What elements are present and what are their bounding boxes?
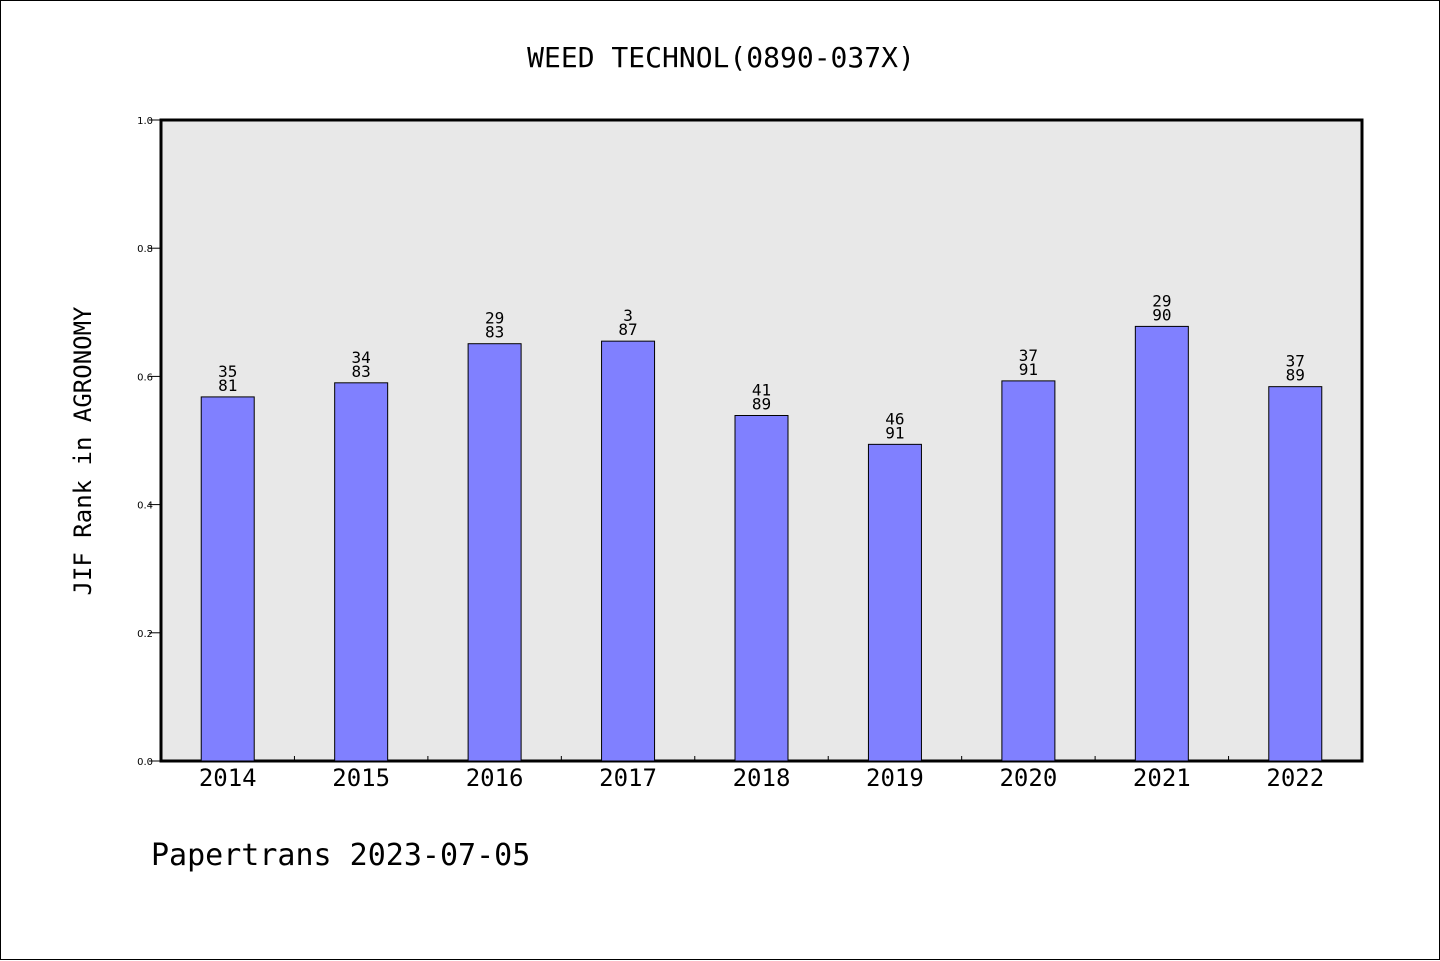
bar-data-label: 89 xyxy=(752,395,771,414)
y-tick-label: 1.0 xyxy=(137,116,153,127)
x-tick-label: 2019 xyxy=(866,764,924,792)
bar xyxy=(867,443,922,762)
bar-data-label: 91 xyxy=(885,423,904,442)
bar xyxy=(1268,386,1323,762)
x-tick-label: 2016 xyxy=(466,764,524,792)
x-tick-label: 2017 xyxy=(599,764,657,792)
y-tick-label: 0.4 xyxy=(137,501,153,512)
bar-data-label: 3 xyxy=(623,306,633,325)
bar-data-label: 83 xyxy=(352,362,371,381)
y-tick-label: 0.6 xyxy=(137,372,153,383)
x-axis: 2014 2015 2016 2017 2018 2019 2020 2021 2022 xyxy=(199,756,1324,792)
y-axis-label: JIF Rank in AGRONOMY xyxy=(69,306,97,596)
chart-title: WEED TECHNOL(0890-037X) xyxy=(527,41,915,74)
y-axis: 0.0 0.2 0.4 0.6 0.8 1.0 xyxy=(137,116,161,768)
x-tick-label: 2018 xyxy=(733,764,791,792)
bar-data-label: 37 xyxy=(1019,346,1038,365)
bar-data-label: 29 xyxy=(1152,291,1171,310)
bar-data-label: 91 xyxy=(1019,360,1038,379)
bar-data-label: 41 xyxy=(752,381,771,400)
x-tick-label: 2022 xyxy=(1266,764,1324,792)
y-tick-label: 0.0 xyxy=(137,757,153,768)
x-tick-label: 2015 xyxy=(332,764,390,792)
bar-data-label: 29 xyxy=(485,309,504,328)
bar-data-label: 81 xyxy=(218,376,237,395)
bars-group xyxy=(200,325,1323,762)
bar xyxy=(601,340,656,762)
bar-data-label: 37 xyxy=(1286,352,1305,371)
bar xyxy=(334,382,389,762)
bar xyxy=(200,396,255,762)
bar xyxy=(467,343,522,762)
bar-data-label: 46 xyxy=(885,409,904,428)
bar-data-label: 34 xyxy=(352,348,371,367)
bar xyxy=(1134,325,1189,762)
y-tick-label: 0.8 xyxy=(137,244,153,255)
y-tick-label: 0.2 xyxy=(137,629,153,640)
bar-data-label: 89 xyxy=(1286,366,1305,385)
bar-data-label: 35 xyxy=(218,362,237,381)
x-tick-label: 2020 xyxy=(999,764,1057,792)
bar xyxy=(1001,380,1056,762)
bar-data-label: 83 xyxy=(485,323,504,342)
footer-credit: Papertrans 2023-07-05 xyxy=(151,838,530,873)
bar xyxy=(734,415,789,762)
x-tick-label: 2021 xyxy=(1133,764,1191,792)
bar-data-label: 87 xyxy=(618,320,637,339)
bar-data-label: 90 xyxy=(1152,305,1171,324)
x-tick-label: 2014 xyxy=(199,764,257,792)
